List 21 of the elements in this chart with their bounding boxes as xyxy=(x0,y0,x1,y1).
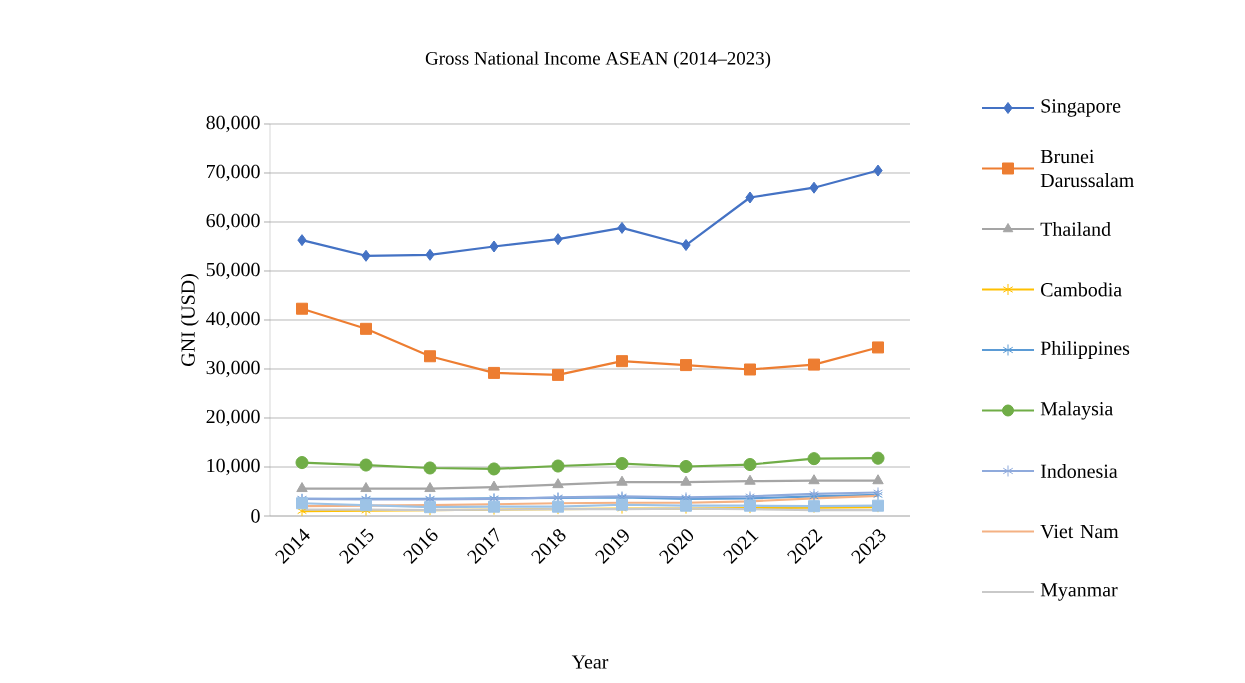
legend-label: Indonesia xyxy=(1040,463,1118,478)
legend-label: Philippines xyxy=(1040,340,1130,360)
legend-label: Cambodia xyxy=(1041,282,1122,297)
legend-label: Thailand xyxy=(1040,221,1111,236)
y-tick-label: 30,000 xyxy=(206,360,260,378)
legend-label: Viet Nam xyxy=(1040,524,1119,539)
y-tick-label: 10,000 xyxy=(207,458,260,476)
legend-label: Brunei Darussalam xyxy=(1040,149,1134,188)
y-tick-label: 50,000 xyxy=(206,262,260,280)
y-axis-title: GNI (USD) xyxy=(180,274,199,366)
y-tick-label: 40,000 xyxy=(206,311,260,329)
legend-label: Malaysia xyxy=(1040,401,1113,420)
legend-label: Myanmar xyxy=(1040,583,1118,601)
y-tick-label: 60,000 xyxy=(206,213,260,231)
y-tick-label: 0 xyxy=(251,509,260,523)
x-axis-title: Year xyxy=(571,655,609,669)
legend-label: Singapore xyxy=(1041,99,1121,117)
chart-title: Gross National Income ASEAN (2014–2023) xyxy=(425,51,771,69)
y-tick-label: 70,000 xyxy=(207,164,260,182)
y-tick-label: 20,000 xyxy=(206,409,260,427)
y-tick-label: 80,000 xyxy=(206,115,260,133)
